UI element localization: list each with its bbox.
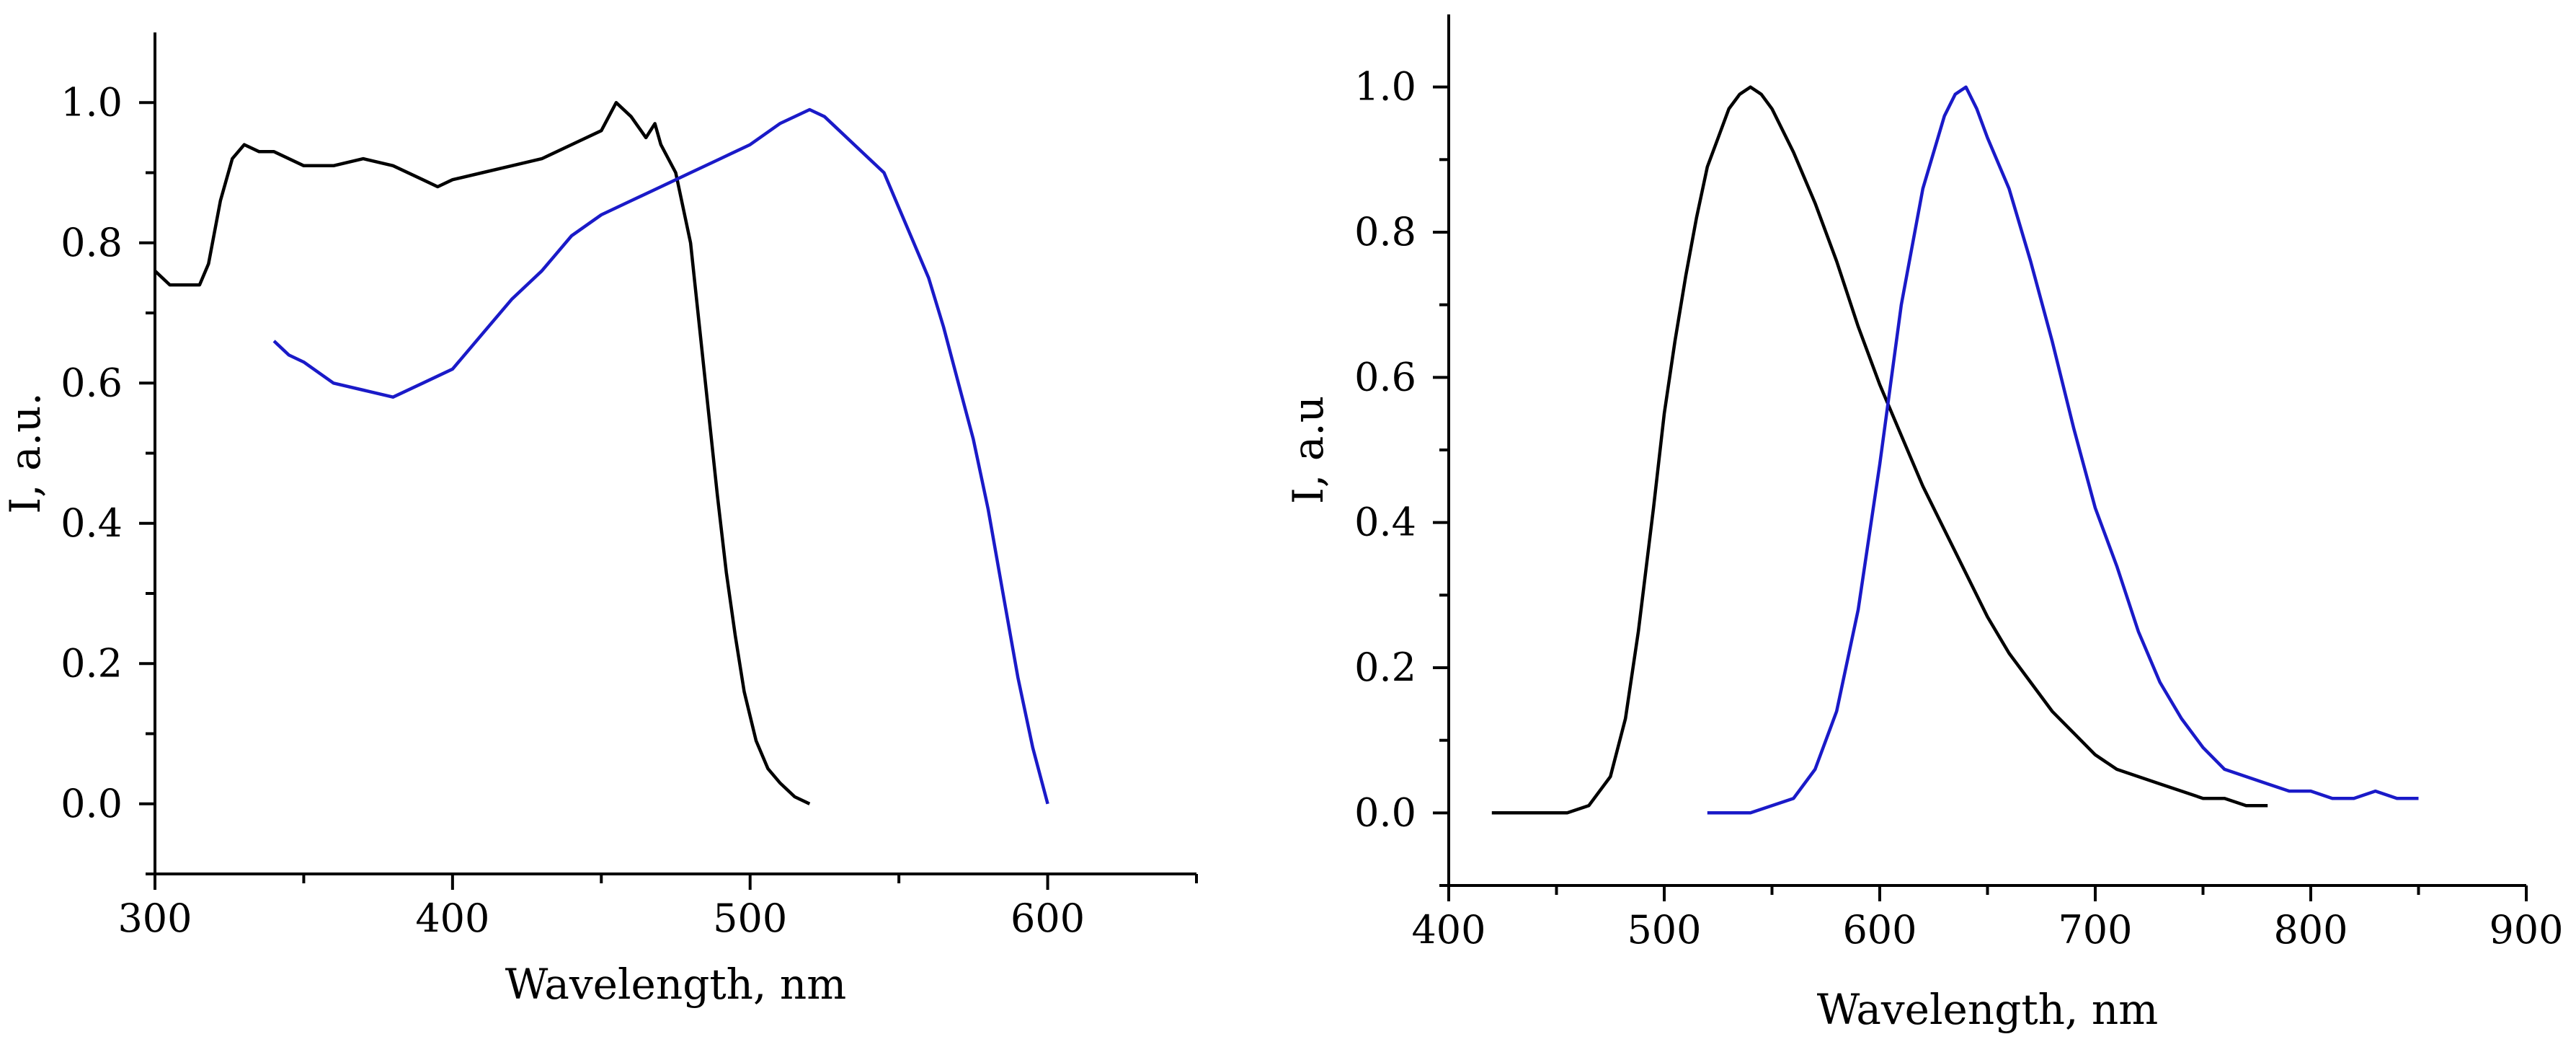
- y-tick-label: 0.0: [1354, 790, 1416, 835]
- x-tick-label: 500: [1627, 907, 1701, 953]
- y-tick-label: 0.8: [61, 220, 123, 265]
- series-line-black: [154, 101, 811, 805]
- x-tick-label: 500: [713, 896, 787, 941]
- y-tick-label: 0.6: [1354, 354, 1416, 399]
- x-tick-label: 400: [415, 896, 489, 941]
- series-line-blue: [1707, 85, 2419, 815]
- chart-right: 400 500 600 700 800 900 0.0 0.2 0.4 0.6 0.8 1.0 Wave…: [1284, 14, 2564, 1034]
- series-line-black: [1491, 85, 2268, 815]
- y-tick-label: 0.4: [1354, 500, 1416, 545]
- x-tick-label: 300: [117, 896, 192, 941]
- x-tick-label: 600: [1011, 896, 1085, 941]
- y-axis-title: I, a.u: [1284, 396, 1333, 504]
- x-axis-title: Wavelength, nm: [1817, 985, 2159, 1034]
- x-tick-label: 800: [2273, 907, 2348, 953]
- y-tick-label: 0.8: [1354, 209, 1416, 255]
- y-tick-label: 1.0: [61, 79, 123, 125]
- x-tick-label: 600: [1842, 907, 1917, 953]
- y-tick-label: 0.0: [61, 781, 123, 826]
- x-axis-title: Wavelength, nm: [505, 960, 847, 1009]
- y-tick-label: 1.0: [1354, 64, 1416, 110]
- chart-left: 300 400 500 600 0.0 0.2 0.4 0.6 0.8 1.0 Wavelength…: [1, 32, 1198, 1009]
- y-tick-label: 0.4: [61, 500, 123, 546]
- y-axis-title: I, a.u.: [1, 392, 50, 514]
- y-tick-label: 0.2: [61, 640, 123, 686]
- y-tick-label: 0.6: [61, 360, 123, 405]
- series-line-blue: [272, 107, 1049, 805]
- x-tick-label: 900: [2489, 907, 2563, 953]
- y-tick-label: 0.2: [1354, 645, 1416, 690]
- x-tick-label: 400: [1411, 907, 1485, 953]
- x-tick-label: 700: [2058, 907, 2132, 953]
